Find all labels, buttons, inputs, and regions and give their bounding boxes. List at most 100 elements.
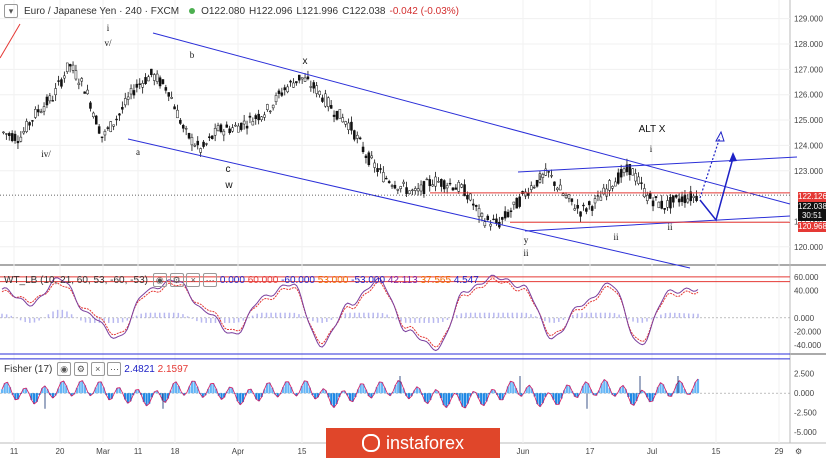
candle-body xyxy=(619,169,623,178)
candle-body xyxy=(596,195,600,197)
candle-body xyxy=(486,215,490,221)
x-tick-label: 15 xyxy=(712,447,721,456)
close-value: C122.038 xyxy=(342,5,386,17)
x-tick-label: Jun xyxy=(517,447,530,456)
candle-body xyxy=(83,91,86,94)
candle-body xyxy=(63,75,66,79)
wt-legend-name: WT_LB (10, 21, 60, 53, -60, -53) xyxy=(4,275,148,286)
wt-y-tick-label: 60.000 xyxy=(794,273,819,282)
candle-body xyxy=(532,186,536,189)
more-icon[interactable]: ⋯ xyxy=(107,362,122,376)
candle-body xyxy=(648,192,652,199)
candle-body xyxy=(22,131,26,134)
candle-body xyxy=(457,182,461,192)
candle-body xyxy=(567,194,571,199)
candle-body xyxy=(190,137,194,146)
candle-body xyxy=(503,211,507,219)
x-tick-label: Apr xyxy=(232,447,245,456)
candle-body xyxy=(361,146,365,153)
candle-body xyxy=(587,201,591,206)
candle-body xyxy=(440,179,443,187)
candle-body xyxy=(411,189,414,191)
candle-body xyxy=(103,131,107,136)
candle-body xyxy=(347,122,350,131)
candle-body xyxy=(306,76,310,80)
candle-body xyxy=(245,125,249,129)
candle-body xyxy=(431,184,434,187)
settings-icon[interactable]: ⚙ xyxy=(169,273,184,287)
wt-value-6: 42.113 xyxy=(387,275,418,286)
candle-body xyxy=(672,195,675,203)
candle-body xyxy=(387,181,391,184)
candle-body xyxy=(529,185,533,190)
candle-body xyxy=(454,187,458,190)
candle-body xyxy=(36,109,40,113)
candle-body xyxy=(382,172,385,183)
visibility-icon[interactable]: ◉ xyxy=(152,273,167,287)
chart-header: ▾ Euro / Japanese Yen · 240 · FXCM O122.… xyxy=(4,3,463,19)
high-value: H122.096 xyxy=(249,5,293,17)
open-value: O122.080 xyxy=(201,5,246,17)
candle-body xyxy=(312,82,316,89)
candle-body xyxy=(135,83,139,88)
candle-body xyxy=(54,88,57,96)
candle-body xyxy=(173,106,176,110)
candle-body xyxy=(408,190,411,194)
settings-icon[interactable]: ⚙ xyxy=(73,362,88,376)
candle-body xyxy=(315,85,318,94)
wt-value-2: 60.000 xyxy=(247,275,279,286)
candle-body xyxy=(326,97,330,108)
more-icon[interactable]: ⋯ xyxy=(203,273,218,287)
wt-value-8: 4.547 xyxy=(453,275,479,286)
candle-body xyxy=(34,109,37,118)
wt-main-line xyxy=(1,274,699,352)
candle-body xyxy=(242,120,246,125)
triangle-upper-line xyxy=(517,156,798,173)
candle-body xyxy=(637,176,640,184)
fisher-y-tick-label: -5.000 xyxy=(794,428,817,437)
logo-icon xyxy=(361,434,380,452)
close-icon[interactable]: × xyxy=(90,362,105,376)
fisher-y-tick-label: 0.000 xyxy=(794,389,815,398)
candle-body xyxy=(506,211,510,218)
candle-body xyxy=(466,195,469,200)
candle-body xyxy=(42,106,46,112)
close-icon[interactable]: × xyxy=(186,273,201,287)
candle-body xyxy=(60,79,63,87)
candle-body xyxy=(564,195,568,199)
candle-body xyxy=(271,104,275,109)
candle-body xyxy=(147,76,150,82)
candle-body xyxy=(367,152,371,165)
visibility-icon[interactable]: ◉ xyxy=(57,362,72,376)
candle-body xyxy=(239,122,243,130)
projection-solid-path xyxy=(699,157,734,222)
candle-body xyxy=(237,125,240,133)
candle-body xyxy=(277,90,281,94)
candle-body xyxy=(199,148,202,153)
collapse-icon[interactable]: ▾ xyxy=(4,4,18,18)
wave-label: i xyxy=(539,172,542,182)
x-tick-label: 29 xyxy=(775,447,784,456)
wave-label: x xyxy=(303,56,308,67)
projection-dashed-arrowhead xyxy=(715,130,725,142)
candle-body xyxy=(144,77,147,85)
candle-body xyxy=(428,179,432,187)
wave-label: b xyxy=(190,50,195,60)
candle-body xyxy=(585,208,588,212)
candle-body xyxy=(181,125,185,129)
candle-body xyxy=(405,187,408,194)
candle-body xyxy=(544,168,548,176)
candle-body xyxy=(364,155,368,158)
candle-body xyxy=(593,198,597,204)
candle-body xyxy=(179,119,182,124)
candle-body xyxy=(399,186,403,189)
candle-body xyxy=(370,155,374,159)
candle-body xyxy=(19,136,23,142)
x-tick-label: 17 xyxy=(586,447,595,456)
candle-body xyxy=(358,137,362,140)
fisher-legend-name: Fisher (17) xyxy=(4,364,53,375)
wave-label: v/ xyxy=(104,38,112,48)
candle-body xyxy=(118,113,121,116)
wave-label: i xyxy=(107,23,110,33)
candle-body xyxy=(161,79,165,84)
